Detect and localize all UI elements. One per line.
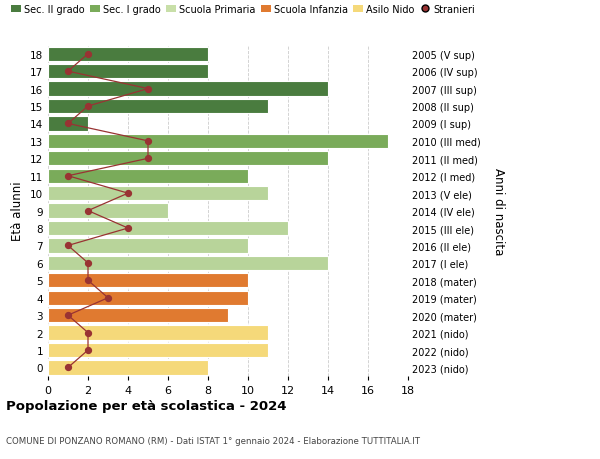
Point: [83, 51, 93, 58]
Point: [83, 277, 93, 285]
Bar: [48, 204, 168, 218]
Point: [83, 103, 93, 111]
Point: [63, 242, 73, 250]
Bar: [48, 100, 268, 114]
Point: [143, 138, 153, 145]
Bar: [48, 134, 388, 149]
Bar: [48, 291, 248, 305]
Bar: [48, 326, 268, 340]
Bar: [48, 308, 228, 323]
Y-axis label: Anni di nascita: Anni di nascita: [492, 168, 505, 255]
Legend: Sec. II grado, Sec. I grado, Scuola Primaria, Scuola Infanzia, Asilo Nido, Stran: Sec. II grado, Sec. I grado, Scuola Prim…: [11, 5, 475, 15]
Text: COMUNE DI PONZANO ROMANO (RM) - Dati ISTAT 1° gennaio 2024 - Elaborazione TUTTIT: COMUNE DI PONZANO ROMANO (RM) - Dati IST…: [6, 436, 420, 445]
Text: Popolazione per età scolastica - 2024: Popolazione per età scolastica - 2024: [6, 399, 287, 412]
Bar: [48, 239, 248, 253]
Bar: [48, 117, 88, 131]
Bar: [48, 47, 208, 62]
Bar: [48, 361, 208, 375]
Bar: [48, 65, 208, 79]
Point: [83, 207, 93, 215]
Bar: [48, 169, 248, 184]
Point: [83, 347, 93, 354]
Bar: [48, 343, 268, 358]
Bar: [48, 221, 288, 235]
Point: [83, 329, 93, 336]
Y-axis label: Età alunni: Età alunni: [11, 181, 25, 241]
Bar: [48, 152, 328, 166]
Point: [63, 312, 73, 319]
Point: [63, 364, 73, 371]
Point: [103, 294, 113, 302]
Point: [63, 173, 73, 180]
Bar: [48, 256, 328, 270]
Bar: [48, 274, 248, 288]
Point: [83, 260, 93, 267]
Bar: [48, 82, 328, 96]
Bar: [48, 187, 268, 201]
Point: [123, 225, 133, 232]
Point: [123, 190, 133, 197]
Point: [143, 155, 153, 162]
Point: [63, 121, 73, 128]
Point: [143, 86, 153, 93]
Point: [63, 68, 73, 76]
